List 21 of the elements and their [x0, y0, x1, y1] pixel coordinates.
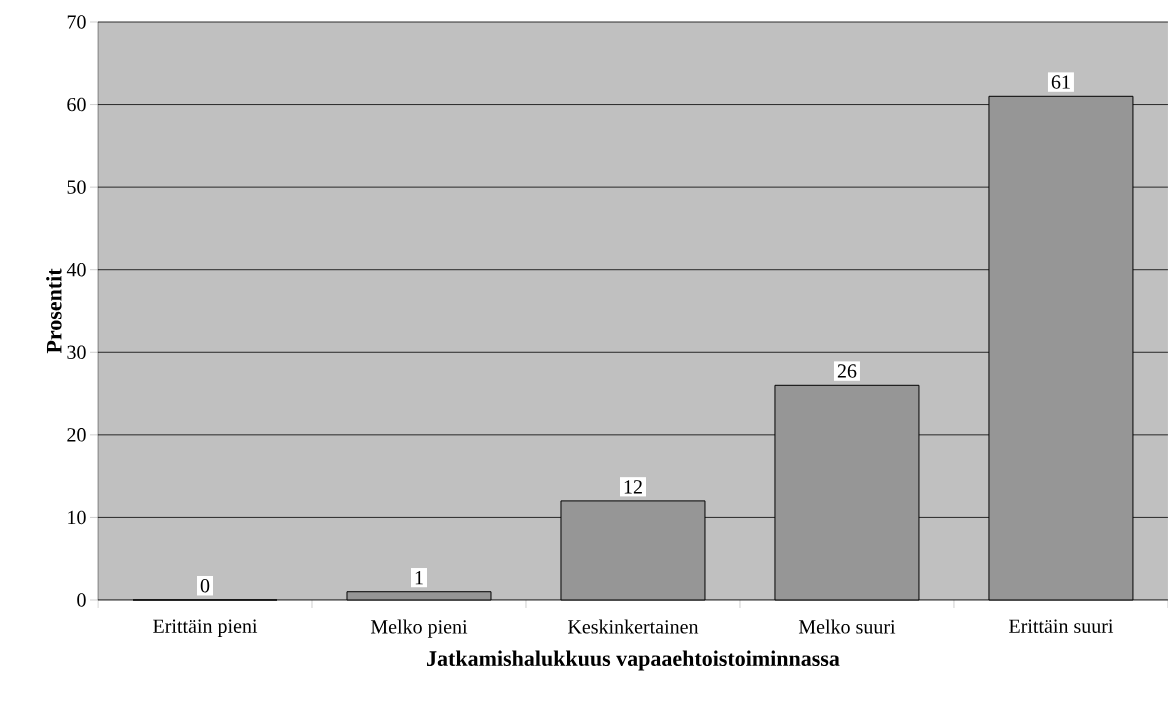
y-axis-title: Prosentit [46, 268, 62, 354]
data-label: 26 [837, 364, 857, 378]
y-tick-label: 60 [67, 97, 86, 112]
y-tick-label: 30 [67, 345, 86, 360]
x-axis-title: Jatkamishalukkuus vapaaehtoistoiminnassa [427, 650, 840, 671]
y-tick-label: 50 [67, 180, 86, 194]
x-tick-label: Melko pieni [370, 619, 468, 638]
y-tick-label: 10 [68, 510, 86, 525]
x-tick-label: Erittäin suuri [1009, 619, 1114, 633]
data-label: 0 [200, 578, 210, 593]
y-tick-label: 40 [66, 262, 86, 277]
x-tick-label: Erittäin pieni [153, 619, 258, 638]
bar [346, 591, 492, 601]
y-tick-label: 20 [67, 428, 86, 442]
data-label: 1 [415, 571, 423, 585]
x-tick-label: Keskinkertainen [568, 619, 699, 634]
data-label: 61 [1051, 75, 1070, 89]
y-tick-label: 70 [67, 15, 86, 29]
data-label: 12 [624, 480, 642, 494]
x-tick-label: Melko suuri [798, 619, 896, 634]
y-tick-label: 0 [77, 593, 86, 607]
